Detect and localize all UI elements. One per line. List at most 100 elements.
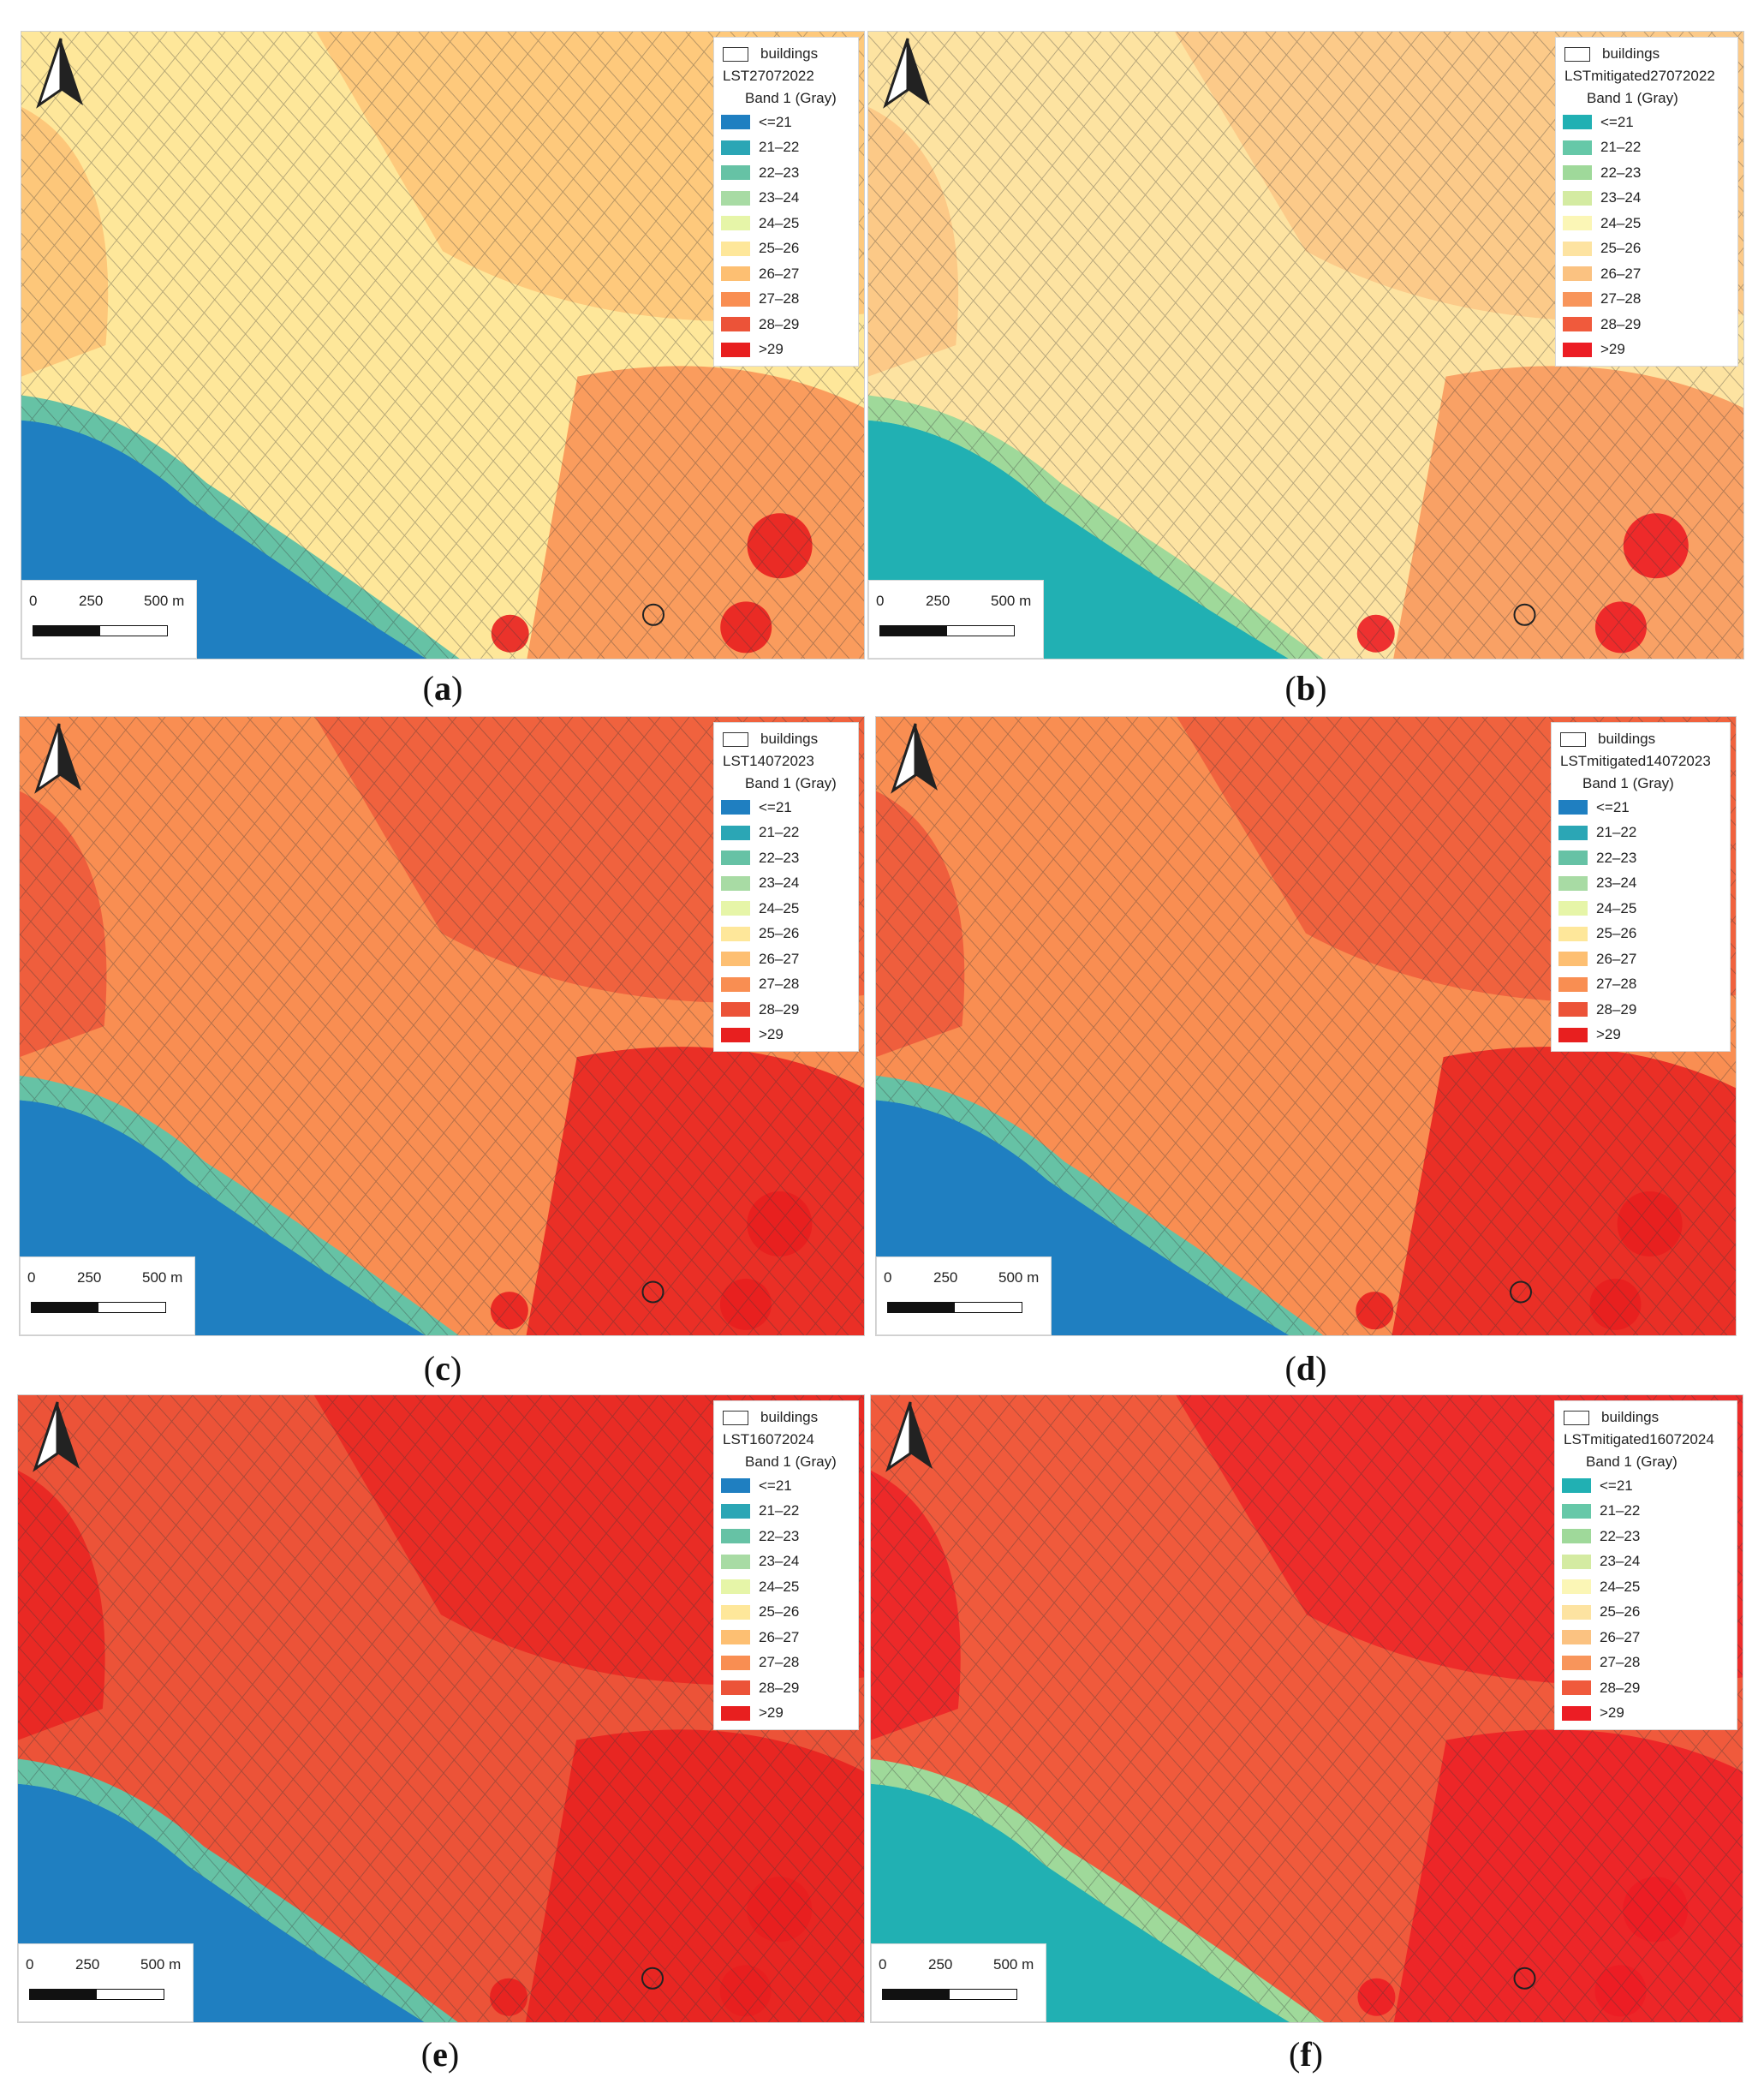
legend-class-label: >29 xyxy=(759,1704,784,1722)
layer-name: LST16072024 xyxy=(723,1431,814,1447)
west-heat-zone xyxy=(21,106,109,377)
legend-class-label: 28–29 xyxy=(759,1679,800,1696)
legend-swatch xyxy=(721,115,750,130)
southeast-heat-zone xyxy=(1393,1729,1743,2022)
legend-swatch xyxy=(721,1478,750,1494)
band-label: Band 1 (Gray) xyxy=(745,775,837,791)
panel-caption: (e) xyxy=(420,2035,460,2074)
scale-bar: 0 250 500 m xyxy=(18,1943,194,2022)
legend-class-label: 26–27 xyxy=(759,1628,800,1645)
buildings-label: buildings xyxy=(1602,45,1660,62)
legend-swatch xyxy=(1562,1529,1591,1544)
legend-class-label: 26–27 xyxy=(759,265,800,282)
legend-class-row: 27–28 xyxy=(721,972,851,998)
landmark-circle xyxy=(1510,1280,1532,1304)
legend-class-label: 28–29 xyxy=(1600,1679,1641,1696)
map-c: buildings LST14072023 Band 1 (Gray) <=21… xyxy=(19,716,865,1336)
legend-swatch xyxy=(721,140,750,155)
band-label: Band 1 (Gray) xyxy=(745,1453,837,1470)
scale-label-500: 500 m xyxy=(140,1956,182,1973)
legend-class-row: 23–24 xyxy=(721,1549,851,1575)
legend-swatch xyxy=(1558,875,1588,891)
buildings-swatch xyxy=(1560,731,1586,747)
buildings-label: buildings xyxy=(760,1409,819,1425)
hot-spot xyxy=(719,1965,772,2017)
legend-class-row: 26–27 xyxy=(721,261,851,287)
legend-swatch xyxy=(1563,216,1592,231)
legend-swatch xyxy=(1558,952,1588,967)
map-legend: buildings LSTmitigated16072024 Band 1 (G… xyxy=(1554,1400,1737,1730)
legend-classes: <=21 21–22 22–23 23–24 24–25 25–26 26–27 27–28 2… xyxy=(721,795,851,1047)
scale-bar-graphic xyxy=(882,1989,1017,2000)
west-heat-zone xyxy=(868,106,959,377)
scale-label-500: 500 m xyxy=(998,1269,1040,1286)
legend-class-label: 26–27 xyxy=(1596,950,1637,967)
legend-swatch xyxy=(721,1604,750,1620)
legend-class-label: 23–24 xyxy=(759,874,800,892)
legend-class-row: 26–27 xyxy=(1558,946,1723,972)
legend-class-row: 26–27 xyxy=(721,1625,851,1650)
west-heat-zone xyxy=(18,1470,105,1740)
legend-swatch xyxy=(721,926,750,941)
scale-label-250: 250 xyxy=(933,1269,958,1286)
legend-class-label: 28–29 xyxy=(759,315,800,332)
legend-class-row: 23–24 xyxy=(1562,1549,1730,1575)
legend-swatch xyxy=(1558,825,1588,840)
buildings-swatch xyxy=(723,731,748,747)
legend-class-row: 21–22 xyxy=(1562,1499,1730,1525)
legend-classes: <=21 21–22 22–23 23–24 24–25 25–26 26–27 27–28 2… xyxy=(1563,110,1731,362)
scale-bar: 0 250 500 m xyxy=(21,580,197,659)
legend-class-row: 24–25 xyxy=(1562,1574,1730,1600)
legend-swatch xyxy=(1558,901,1588,916)
scale-label-0: 0 xyxy=(29,593,38,609)
landmark-circle xyxy=(1513,603,1536,626)
legend-classes: <=21 21–22 22–23 23–24 24–25 25–26 26–27 27–28 2… xyxy=(1558,795,1723,1047)
legend-class-row: >29 xyxy=(1563,337,1731,363)
legend-class-label: <=21 xyxy=(1600,113,1634,130)
legend-swatch xyxy=(1563,140,1592,155)
legend-class-label: 24–25 xyxy=(1600,1578,1641,1595)
legend-class-label: 26–27 xyxy=(759,950,800,967)
hot-spot xyxy=(720,601,772,654)
legend-class-label: 28–29 xyxy=(759,1000,800,1018)
legend-swatch xyxy=(721,266,750,282)
legend-class-label: 24–25 xyxy=(1596,899,1637,916)
scale-label-250: 250 xyxy=(75,1956,100,1973)
legend-class-row: 28–29 xyxy=(1563,312,1731,337)
legend-classes: <=21 21–22 22–23 23–24 24–25 25–26 26–27 27–28 2… xyxy=(721,110,851,362)
panel-caption: (f) xyxy=(1289,2035,1323,2074)
legend-swatch xyxy=(1558,1027,1588,1042)
hot-spot xyxy=(1617,1191,1683,1257)
lst-surface xyxy=(876,717,1736,1335)
north-arrow-icon xyxy=(885,1401,933,1472)
legend-class-label: 25–26 xyxy=(759,240,800,257)
buildings-label: buildings xyxy=(1601,1409,1660,1425)
legend-class-label: >29 xyxy=(1600,1704,1624,1722)
buildings-label: buildings xyxy=(760,731,819,747)
southeast-heat-zone xyxy=(1392,1047,1736,1335)
scale-bar-graphic xyxy=(31,1302,166,1313)
legend-class-label: >29 xyxy=(1600,341,1625,358)
legend-class-row: 25–26 xyxy=(721,1600,851,1626)
hot-spot xyxy=(491,614,529,653)
legend-class-label: 22–23 xyxy=(1596,849,1637,866)
hot-spot xyxy=(719,1278,772,1330)
buildings-swatch xyxy=(723,1410,748,1425)
north-arrow-icon xyxy=(33,1401,80,1472)
legend-class-label: <=21 xyxy=(759,798,792,815)
legend-class-row: 24–25 xyxy=(1563,211,1731,236)
legend-class-label: <=21 xyxy=(1596,798,1630,815)
legend-class-label: 27–28 xyxy=(1600,1654,1641,1671)
legend-class-row: >29 xyxy=(721,1701,851,1727)
legend-swatch xyxy=(1563,266,1592,282)
scale-bar: 0 250 500 m xyxy=(871,1943,1046,2022)
scale-label-0: 0 xyxy=(884,1269,892,1286)
legend-class-row: <=21 xyxy=(1563,110,1731,135)
legend-class-row: 25–26 xyxy=(1558,922,1723,947)
legend-swatch xyxy=(1562,1478,1591,1494)
layer-name: LST14072023 xyxy=(723,753,814,769)
legend-class-row: 22–23 xyxy=(721,1524,851,1549)
scale-label-500: 500 m xyxy=(142,1269,183,1286)
southeast-heat-zone xyxy=(526,1047,864,1335)
legend-swatch xyxy=(721,317,750,332)
